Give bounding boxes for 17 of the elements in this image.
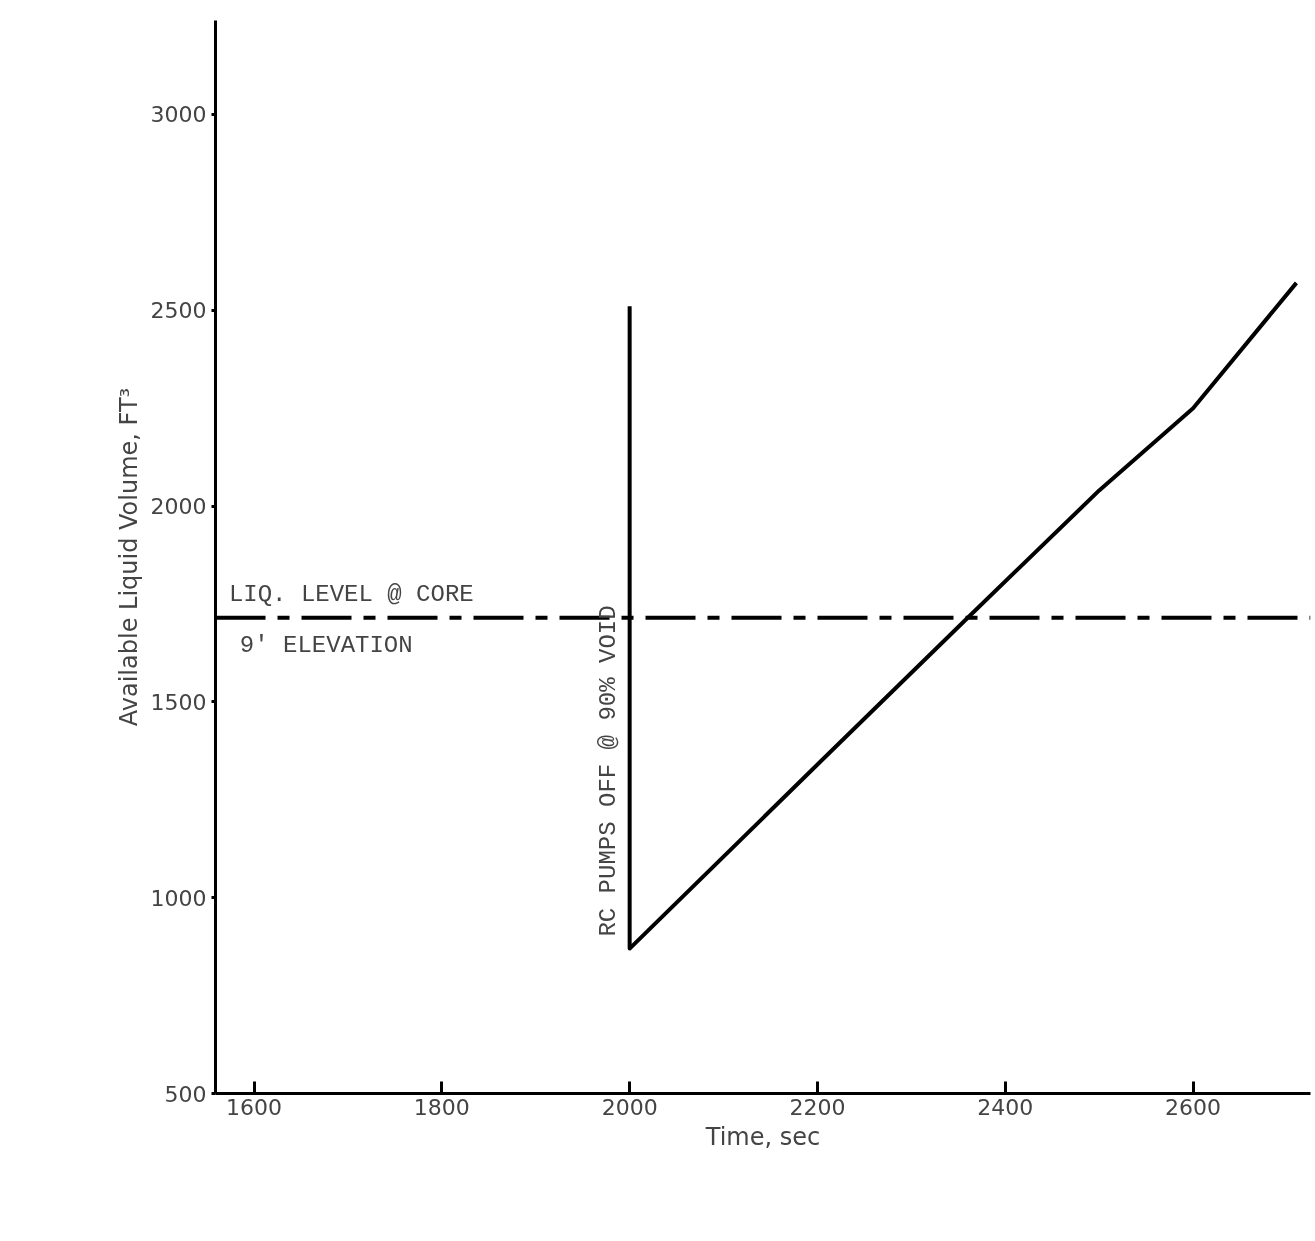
annotation: RC PUMPS OFF @ 90% VOID bbox=[594, 605, 622, 937]
x-tick-label: 1800 bbox=[413, 1094, 470, 1120]
x-axis-title: Time, sec bbox=[704, 1122, 821, 1151]
y-tick-label: 500 bbox=[164, 1081, 207, 1107]
y-tick-label: 1500 bbox=[150, 689, 207, 715]
y-tick-label: 2500 bbox=[150, 298, 207, 324]
y-tick-label: 1000 bbox=[150, 885, 207, 911]
x-tick-label: 1600 bbox=[226, 1094, 283, 1120]
y-tick-label: 2000 bbox=[150, 494, 207, 520]
x-tick-label: 2000 bbox=[601, 1094, 658, 1120]
x-tick-label: 2600 bbox=[1165, 1094, 1222, 1120]
annotation: 9' ELEVATION bbox=[239, 631, 413, 659]
x-tick-label: 2200 bbox=[789, 1094, 846, 1120]
y-axis-title: Available Liquid Volume, FT³ bbox=[114, 387, 143, 727]
y-tick-label: 3000 bbox=[150, 102, 207, 128]
x-tick-label: 2400 bbox=[977, 1094, 1034, 1120]
ref-line-label: LIQ. LEVEL @ CORE bbox=[228, 580, 474, 608]
